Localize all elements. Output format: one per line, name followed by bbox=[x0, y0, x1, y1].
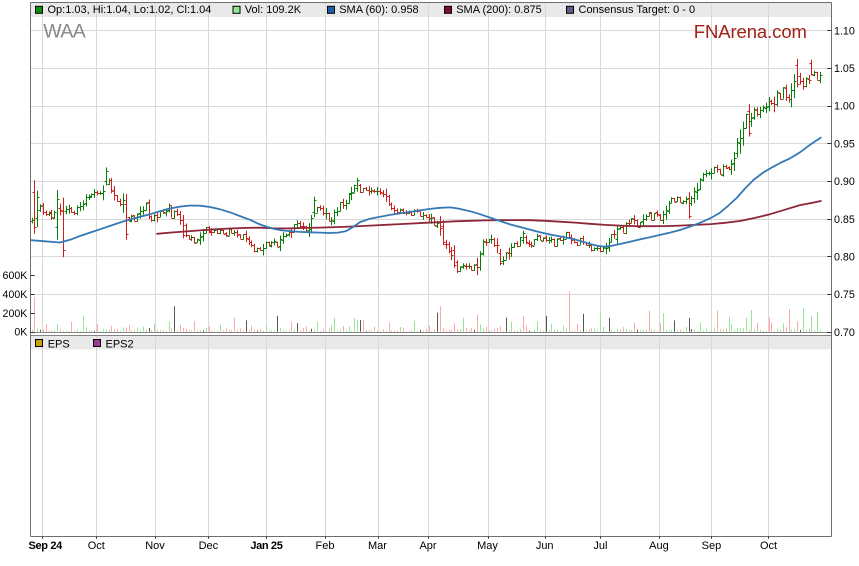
svg-text:Nov: Nov bbox=[145, 540, 165, 552]
svg-text:Oct: Oct bbox=[88, 540, 105, 552]
svg-text:0.85: 0.85 bbox=[834, 214, 855, 226]
svg-text:Op:1.03, Hi:1.04, Lo:1.02, Cl:: Op:1.03, Hi:1.04, Lo:1.02, Cl:1.04 bbox=[48, 4, 212, 16]
svg-text:Jan 25: Jan 25 bbox=[250, 540, 282, 552]
svg-text:0.90: 0.90 bbox=[834, 176, 855, 188]
svg-text:0.95: 0.95 bbox=[834, 138, 855, 150]
svg-text:EPS2: EPS2 bbox=[106, 339, 134, 351]
svg-text:200K: 200K bbox=[3, 308, 28, 320]
svg-text:Sep: Sep bbox=[702, 540, 722, 552]
svg-text:Jun: Jun bbox=[536, 540, 554, 552]
svg-text:600K: 600K bbox=[3, 270, 28, 282]
svg-text:FNArena.com: FNArena.com bbox=[694, 21, 807, 42]
svg-text:1.10: 1.10 bbox=[834, 25, 855, 37]
svg-text:May: May bbox=[477, 540, 498, 552]
svg-text:Sep 24: Sep 24 bbox=[29, 540, 64, 552]
svg-text:SMA (200): 0.875: SMA (200): 0.875 bbox=[456, 4, 542, 16]
svg-text:400K: 400K bbox=[3, 289, 28, 301]
svg-text:WAA: WAA bbox=[43, 21, 85, 43]
svg-text:0.80: 0.80 bbox=[834, 252, 855, 264]
svg-text:EPS: EPS bbox=[48, 339, 70, 351]
svg-text:1.00: 1.00 bbox=[834, 101, 855, 113]
svg-text:Oct: Oct bbox=[760, 540, 777, 552]
svg-text:Apr: Apr bbox=[419, 540, 436, 552]
svg-text:Consensus Target: 0 - 0: Consensus Target: 0 - 0 bbox=[579, 4, 696, 16]
svg-text:Jul: Jul bbox=[593, 540, 607, 552]
svg-text:Dec: Dec bbox=[199, 540, 219, 552]
svg-text:1.05: 1.05 bbox=[834, 63, 855, 75]
svg-text:0K: 0K bbox=[14, 327, 27, 339]
svg-text:SMA (60): 0.958: SMA (60): 0.958 bbox=[339, 4, 419, 16]
svg-text:Feb: Feb bbox=[316, 540, 335, 552]
svg-text:Vol: 109.2K: Vol: 109.2K bbox=[245, 4, 302, 16]
svg-text:Mar: Mar bbox=[368, 540, 387, 552]
svg-text:0.75: 0.75 bbox=[834, 289, 855, 301]
svg-text:Aug: Aug bbox=[649, 540, 669, 552]
svg-text:0.70: 0.70 bbox=[834, 327, 855, 339]
